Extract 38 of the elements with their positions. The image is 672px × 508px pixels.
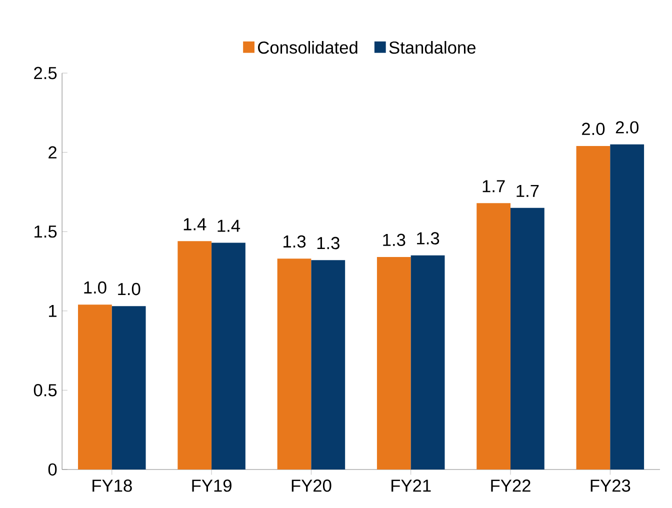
bar <box>410 256 445 470</box>
bar <box>576 146 610 470</box>
x-tick-label: FY19 <box>192 480 232 492</box>
x-tick-label: FY22 <box>491 480 530 492</box>
y-tick-label: 1 <box>49 305 57 318</box>
x-tick-label: FY18 <box>92 480 132 492</box>
bar <box>476 203 511 470</box>
bar <box>376 257 411 470</box>
data-label: 1.3 <box>317 237 340 250</box>
bar <box>610 144 644 470</box>
x-tick-label: FY20 <box>292 480 332 492</box>
data-label: 1.7 <box>482 180 505 192</box>
data-label: 1.7 <box>516 185 539 198</box>
x-tick-label: FY23 <box>590 480 630 492</box>
y-tick-label: 0 <box>48 464 57 476</box>
y-tick-label: 2.5 <box>34 67 57 80</box>
y-tick-label: 2 <box>48 146 56 159</box>
y-tick-label: 1.5 <box>34 226 57 238</box>
legend-label: Standalone <box>389 41 476 54</box>
data-label: 1.0 <box>118 283 140 296</box>
data-label: 1.4 <box>184 218 206 230</box>
data-label: 2.0 <box>582 123 605 136</box>
bar <box>78 304 112 470</box>
bar <box>277 258 312 470</box>
data-label: 1.3 <box>417 232 440 245</box>
legend-label: Consolidated <box>258 41 358 54</box>
data-label: 1.3 <box>284 236 306 248</box>
bar <box>311 260 346 470</box>
data-label: 2.0 <box>616 121 638 134</box>
bar <box>212 242 246 470</box>
bar <box>510 208 544 470</box>
data-label: 1.0 <box>84 282 106 294</box>
x-tick-label: FY21 <box>392 480 431 492</box>
data-label: 1.4 <box>218 220 240 232</box>
bar <box>112 306 146 470</box>
y-tick-label: 0.5 <box>34 384 57 397</box>
bar <box>178 241 212 470</box>
data-label: 1.3 <box>383 234 406 246</box>
